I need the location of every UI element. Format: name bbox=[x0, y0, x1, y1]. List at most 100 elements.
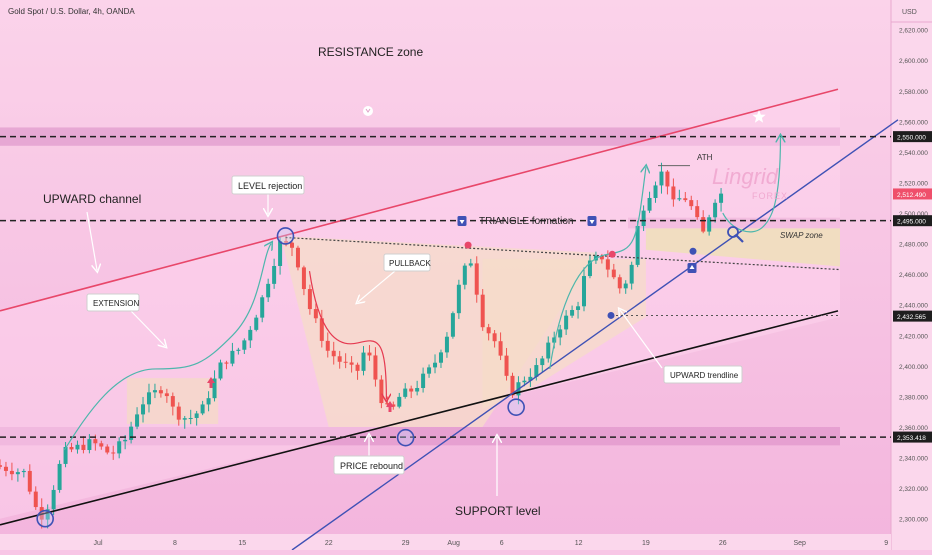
candle-body bbox=[75, 444, 80, 450]
candle-body bbox=[290, 242, 295, 248]
candle-body bbox=[599, 255, 604, 260]
triangle-upper-line bbox=[285, 236, 841, 271]
candle-body bbox=[170, 396, 175, 407]
candle-body bbox=[224, 362, 229, 364]
y-tick-label: 2,460.000 bbox=[899, 272, 928, 279]
candle-body bbox=[719, 193, 724, 203]
candle-body bbox=[534, 365, 539, 377]
candle-body bbox=[105, 446, 110, 453]
extension-projection bbox=[63, 244, 271, 451]
candle-body bbox=[683, 198, 688, 201]
upward-trendline bbox=[291, 119, 899, 551]
y-tick-label: 2,500.000 bbox=[899, 211, 928, 218]
candle-body bbox=[182, 418, 187, 420]
signal-pin-icon bbox=[386, 401, 394, 412]
candle-body bbox=[468, 263, 473, 266]
level-rejection-callout: LEVEL rejection bbox=[231, 175, 305, 195]
candle-body bbox=[69, 446, 74, 450]
candle-body bbox=[510, 375, 515, 396]
arrow-down-icon bbox=[587, 216, 597, 226]
candle-body bbox=[617, 277, 622, 289]
price-tag-label: 2,512.490 bbox=[897, 192, 926, 199]
trendline-dot bbox=[607, 311, 615, 319]
x-tick-label: 22 bbox=[325, 540, 333, 547]
candle-body bbox=[242, 340, 247, 350]
candle-body bbox=[641, 210, 646, 226]
candle-body bbox=[504, 355, 509, 376]
touch-circle bbox=[507, 398, 525, 416]
candle-body bbox=[337, 356, 342, 362]
candle-layer bbox=[0, 162, 724, 529]
candle-body bbox=[51, 489, 56, 510]
alert-bell-icon bbox=[363, 106, 373, 116]
candle-body bbox=[438, 352, 443, 363]
candle-body bbox=[433, 362, 438, 368]
x-tick-labels: Jul 8 15 22 29 Aug 6 12 19 26 Sep 9 bbox=[94, 540, 889, 547]
candle-body bbox=[331, 350, 336, 357]
candle-body bbox=[260, 297, 265, 318]
pullback-pointer bbox=[358, 270, 396, 302]
candle-body bbox=[540, 358, 545, 366]
candle-body bbox=[605, 259, 610, 270]
candle-body bbox=[272, 265, 277, 284]
x-tick-label: Sep bbox=[793, 540, 806, 547]
svg-text:UPWARD trendline: UPWARD trendline bbox=[670, 371, 739, 380]
candle-body bbox=[707, 217, 712, 232]
x-tick-label: 15 bbox=[238, 540, 246, 547]
price-scale[interactable] bbox=[891, 0, 932, 550]
candle-body bbox=[27, 470, 32, 492]
currency-label: USD bbox=[902, 9, 917, 16]
y-tick-label: 2,300.000 bbox=[899, 517, 928, 524]
price-tag-label: 2,495.000 bbox=[897, 219, 926, 226]
y-tick-label: 2,620.000 bbox=[899, 28, 928, 35]
pullback-projection bbox=[308, 271, 386, 399]
price-rebound-callout: PRICE rebound bbox=[333, 455, 405, 475]
candle-body bbox=[379, 379, 384, 404]
candle-body bbox=[146, 392, 151, 405]
y-tick-label: 2,380.000 bbox=[899, 394, 928, 401]
candle-body bbox=[230, 350, 235, 364]
lingrid-watermark: Lingrid bbox=[712, 164, 779, 189]
price-tag: 2,512.490 bbox=[893, 188, 932, 200]
touch-circle bbox=[36, 509, 54, 528]
candle-body bbox=[587, 260, 592, 277]
triangle-box-right bbox=[482, 258, 646, 409]
candle-body bbox=[254, 317, 259, 330]
y-tick-label: 2,600.000 bbox=[899, 58, 928, 65]
y-tick-label: 2,420.000 bbox=[899, 333, 928, 340]
candle-body bbox=[117, 441, 122, 454]
candle-body bbox=[176, 406, 181, 420]
candle-body bbox=[301, 267, 306, 290]
price-tag-label: 2,353.418 bbox=[897, 435, 926, 442]
arrow-down-icon bbox=[457, 216, 467, 226]
candle-body bbox=[200, 404, 205, 414]
candle-body bbox=[665, 171, 670, 187]
swap-zone-label: SWAP zone bbox=[780, 231, 823, 240]
candle-body bbox=[325, 340, 330, 351]
candle-body bbox=[492, 333, 497, 342]
candle-body bbox=[123, 439, 128, 442]
candle-body bbox=[421, 373, 426, 388]
touch-circle bbox=[396, 428, 415, 447]
candle-body bbox=[295, 247, 300, 268]
candle-body bbox=[409, 388, 414, 392]
candle-body bbox=[266, 283, 271, 298]
candle-body bbox=[582, 276, 587, 307]
candle-body bbox=[319, 318, 324, 341]
candle-body bbox=[135, 414, 140, 427]
candle-body bbox=[474, 263, 479, 295]
channel-upper-line bbox=[0, 88, 839, 312]
ath-label: ATH bbox=[697, 153, 713, 162]
x-tick-label: 12 bbox=[575, 540, 583, 547]
candle-body bbox=[33, 491, 38, 508]
candle-body bbox=[450, 313, 455, 337]
price-tag: 2,495.000 bbox=[893, 215, 932, 227]
candle-body bbox=[462, 265, 467, 285]
price-tag: 2,550.000 bbox=[893, 131, 932, 143]
candle-body bbox=[677, 198, 682, 200]
time-axis[interactable] bbox=[0, 534, 891, 550]
candle-body bbox=[570, 309, 575, 316]
extension-callout: EXTENSION bbox=[86, 293, 140, 312]
